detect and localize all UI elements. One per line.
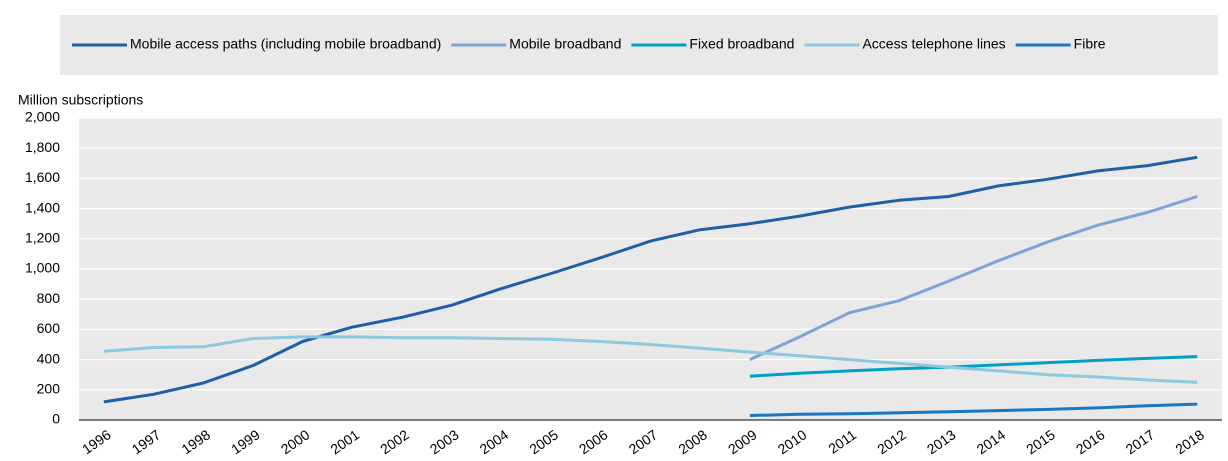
x-tick-label: 2008 [675, 426, 710, 457]
series-line [103, 155, 1198, 404]
x-tick-label: 2004 [477, 426, 512, 457]
y-tick-label: 2,000 [25, 109, 60, 125]
x-tick-label: 2016 [1073, 426, 1108, 457]
x-tick-label: 1998 [178, 426, 213, 457]
x-tick-label: 2014 [974, 426, 1009, 457]
y-tick-label: 1,400 [25, 199, 60, 215]
x-tick-label: 2013 [924, 426, 959, 457]
series-line [749, 355, 1198, 378]
x-tick-label: 2010 [775, 426, 810, 457]
x-tick-label: 1997 [129, 426, 164, 457]
x-tick-label: 2018 [1172, 426, 1207, 457]
y-tick-label: 200 [37, 381, 61, 397]
y-tick-label: 800 [37, 290, 61, 306]
x-tick-label: 2003 [427, 426, 462, 457]
x-tick-label: 2007 [626, 426, 661, 457]
x-tick-label: 2005 [526, 426, 561, 457]
x-tick-label: 2011 [825, 426, 859, 456]
y-tick-label: 600 [37, 320, 61, 336]
y-tick-label: 400 [37, 350, 61, 366]
y-tick-label: 0 [52, 411, 60, 427]
y-tick-label: 1,600 [25, 169, 60, 185]
legend-label: Access telephone lines [862, 36, 1005, 52]
x-tick-label: 1996 [79, 426, 114, 457]
x-tick-label: 2009 [725, 426, 760, 457]
x-tick-label: 2001 [327, 426, 362, 457]
series-line [749, 402, 1198, 417]
x-tick-label: 1999 [228, 426, 263, 457]
series-line [103, 335, 1198, 384]
x-tick-label: 2000 [278, 426, 313, 457]
x-tick-label: 2012 [874, 426, 909, 457]
legend-label: Mobile access paths (including mobile br… [130, 36, 441, 52]
legend-label: Mobile broadband [509, 36, 621, 52]
y-tick-label: 1,800 [25, 139, 60, 155]
x-tick-label: 2015 [1023, 426, 1058, 457]
y-tick-label: 1,000 [25, 260, 60, 276]
y-tick-label: 1,200 [25, 230, 60, 246]
legend-label: Fixed broadband [689, 36, 794, 52]
x-tick-label: 2002 [377, 426, 412, 457]
x-tick-label: 2006 [576, 426, 611, 457]
legend-label: Fibre [1074, 36, 1106, 52]
series-line [749, 195, 1198, 361]
y-axis-label: Million subscriptions [18, 92, 143, 108]
x-tick-label: 2017 [1123, 426, 1158, 457]
